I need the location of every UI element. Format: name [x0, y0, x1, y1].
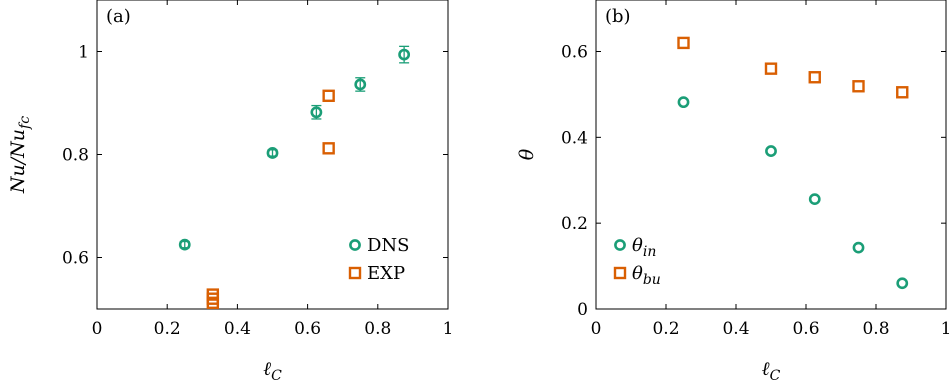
x-title-sub: C	[271, 368, 282, 384]
legend-marker	[349, 239, 361, 251]
x-tick-label: 0.4	[722, 319, 749, 339]
y-tick-label: 0	[577, 300, 588, 320]
series-circle	[178, 45, 411, 251]
legend-label: θbu	[632, 263, 661, 288]
x-tick-label: 0	[92, 319, 103, 339]
x-tick-label: 0.4	[224, 319, 251, 339]
legend-entry: θin	[614, 235, 656, 260]
legend-label: θin	[632, 235, 656, 260]
data-point	[765, 145, 777, 157]
data-point	[354, 78, 367, 91]
chart-panel-a: 0 0.2 0.4 0.6 0.8 1 0.6 0.8 1 Nu/Nufc ℓC (a) DNS EXP	[7, 0, 453, 384]
data-point	[677, 36, 690, 50]
x-tick-label: 0.2	[652, 319, 679, 339]
data-point	[266, 147, 279, 159]
x-tick-label: 0.8	[862, 319, 889, 339]
data-point	[808, 193, 821, 206]
data-point	[677, 96, 690, 109]
y-tick-label: 0.4	[561, 128, 588, 148]
x-tick-label: 0.6	[294, 319, 321, 339]
data-point	[808, 71, 821, 84]
legend-marker	[613, 266, 627, 280]
legend-sub: in	[643, 244, 657, 260]
panel-label: (b)	[605, 6, 631, 27]
y-axis-title: θ	[516, 148, 538, 160]
legend-sub: bu	[643, 272, 661, 288]
x-title-main: ℓ	[263, 358, 271, 380]
data-point	[206, 288, 220, 301]
x-tick-label: 1	[941, 319, 951, 339]
legend-label: DNS	[367, 235, 410, 256]
plot-frame	[595, 0, 947, 310]
legend-label: EXP	[367, 263, 405, 284]
x-title-sub: C	[770, 368, 781, 384]
x-axis-title: ℓC	[762, 358, 781, 384]
y-tick-label: 0.2	[561, 214, 588, 234]
series-square	[677, 36, 909, 99]
data-point	[852, 241, 865, 254]
legend-main: θ	[632, 235, 643, 256]
legend-main: θ	[632, 263, 643, 284]
y-tick-label: 1	[78, 43, 89, 63]
y-tick-label: 0.6	[62, 249, 89, 269]
y-axis-title: Nu/Nufc	[7, 116, 33, 194]
legend-marker	[614, 239, 626, 251]
x-tick-label: 0.2	[154, 319, 181, 339]
data-point	[178, 238, 191, 251]
data-point	[896, 277, 909, 290]
data-point	[896, 86, 909, 99]
y-title-sub: fc	[17, 116, 33, 130]
data-point	[398, 48, 411, 61]
y-tick-label: 0.6	[561, 43, 588, 63]
x-tick-label: 0	[591, 319, 602, 339]
data-point	[310, 106, 323, 119]
series-circle	[677, 96, 909, 290]
legend-entry: θbu	[613, 263, 661, 288]
x-axis-title: ℓC	[263, 358, 282, 384]
data-point	[322, 142, 335, 155]
legend-marker	[348, 266, 362, 280]
x-tick-label: 1	[443, 319, 454, 339]
y-title-main: Nu/Nu	[7, 129, 29, 194]
data-point	[322, 89, 335, 102]
data-point	[764, 62, 778, 75]
x-tick-label: 0.8	[364, 319, 391, 339]
legend-entry: EXP	[348, 263, 405, 284]
legend-entry: DNS	[349, 235, 410, 256]
series-square	[206, 89, 335, 310]
x-title-main: ℓ	[762, 358, 770, 380]
x-tick-label: 0.6	[792, 319, 819, 339]
data-point	[852, 80, 865, 93]
panel-label: (a)	[106, 6, 131, 27]
y-tick-label: 0.8	[62, 146, 89, 166]
